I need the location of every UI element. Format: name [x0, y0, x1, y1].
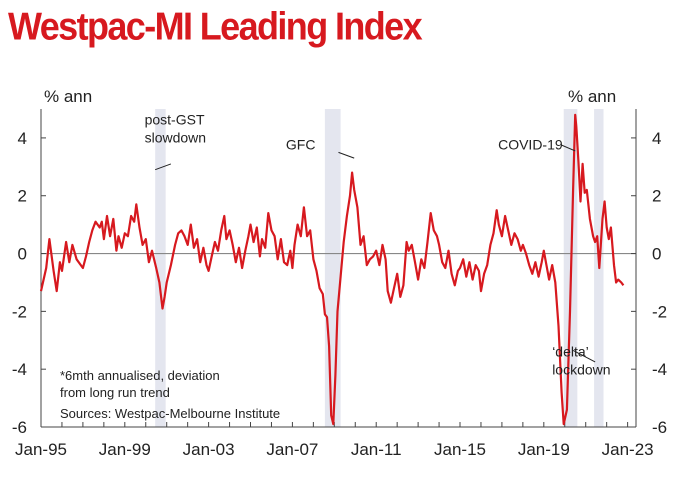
x-tick-label: Jan-15 — [434, 440, 486, 459]
y-tick-label-right: 2 — [652, 187, 661, 206]
series-lines — [39, 113, 625, 426]
x-tick-label: Jan-07 — [266, 440, 318, 459]
annotations: post-GST slowdown GFC COVID-19 ‘delta’ lockdo… — [145, 112, 611, 378]
annotation-leader-0 — [155, 163, 172, 171]
annotation-leader-3 — [572, 349, 596, 363]
y-tick-label-right: -2 — [652, 302, 667, 321]
chart-title: Westpac-MI Leading Index — [8, 4, 423, 49]
shaded-period-1 — [324, 109, 341, 427]
annotation-3-line-0: ‘delta’ — [552, 344, 589, 360]
x-tick-label: Jan-23 — [602, 440, 654, 459]
y-tick-label-right: -6 — [652, 418, 667, 437]
y-tick-label-left: -6 — [12, 418, 27, 437]
y-tick-label-left: -2 — [12, 302, 27, 321]
annotation-leader-1 — [338, 151, 355, 159]
source-note: Sources: Westpac-Melbourne Institute — [60, 406, 280, 421]
y-tick-label-right: 4 — [652, 129, 661, 148]
axes — [40, 109, 637, 428]
x-tick-label: Jan-95 — [15, 440, 67, 459]
x-tick-label: Jan-03 — [183, 440, 235, 459]
x-tick-label: Jan-11 — [351, 440, 402, 459]
x-tick-label: Jan-19 — [518, 440, 570, 459]
y-tick-label-left: 4 — [18, 129, 27, 148]
x-tick-label: Jan-99 — [99, 440, 151, 459]
y-tick-label-left: 2 — [18, 187, 27, 206]
y-tick-label-left: -4 — [12, 360, 27, 379]
note-line-2: from long run trend — [60, 385, 170, 400]
x-axis-ticks: Jan-95 Jan-99 Jan-03 Jan-07 Jan-11 Jan-15 Jan-… — [15, 422, 654, 459]
note-line-1: *6mth annualised, deviation — [60, 368, 220, 383]
annotation-leader-2 — [561, 144, 576, 152]
y-axis-unit-left: % ann — [44, 87, 92, 106]
y-tick-label-right: -4 — [652, 360, 667, 379]
y-tick-label-right: 0 — [652, 245, 661, 264]
annotation-2-line-0: COVID-19 — [498, 136, 563, 152]
y-axis-ticks: -6 -6 -4 -4 -2 -2 0 0 2 2 4 4 — [12, 129, 667, 437]
shaded-period-0 — [155, 109, 166, 427]
annotation-1-line-0: GFC — [286, 136, 316, 152]
y-axis-unit-right: % ann — [568, 87, 616, 106]
annotation-0-line-1: slowdown — [145, 130, 206, 146]
annotation-0-line-0: post-GST — [145, 112, 205, 128]
y-tick-label-left: 0 — [18, 245, 27, 264]
annotation-3-line-1: lockdown — [552, 362, 610, 378]
series-line-0 — [39, 113, 625, 426]
